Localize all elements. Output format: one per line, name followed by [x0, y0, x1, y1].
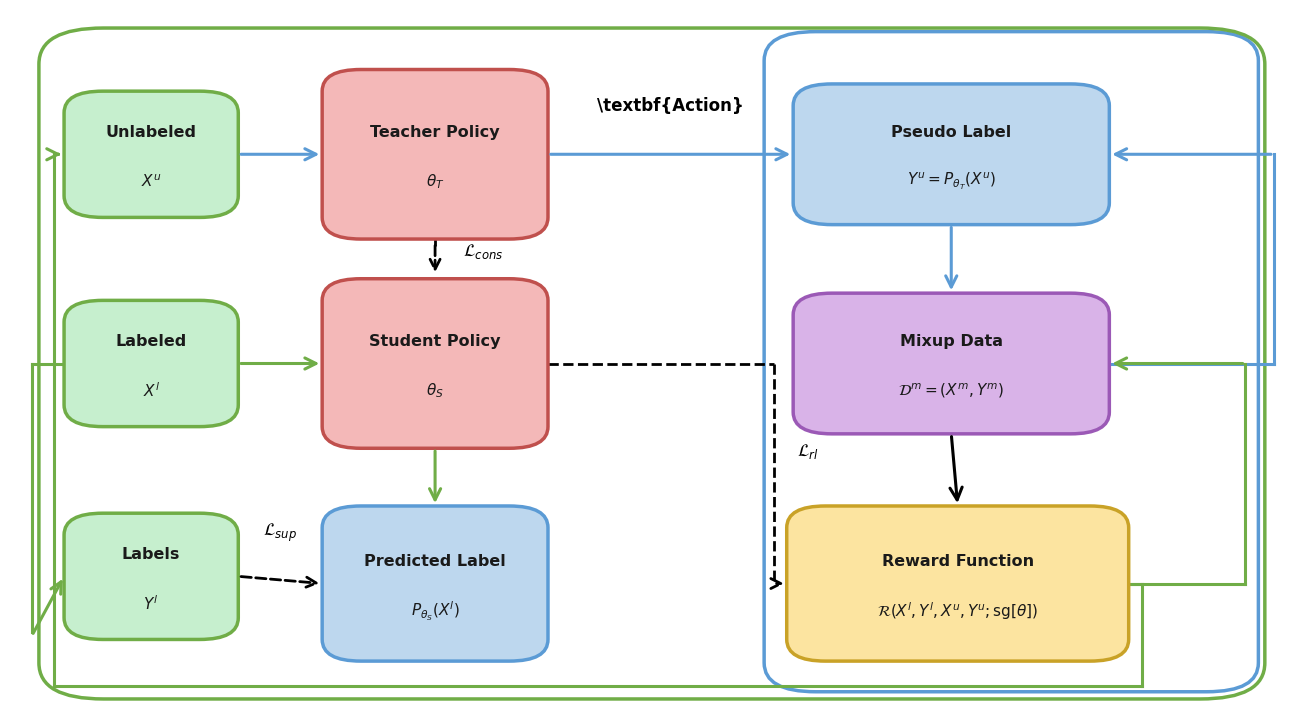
FancyBboxPatch shape [323, 278, 548, 449]
Text: $X^l$: $X^l$ [143, 382, 159, 401]
Text: Unlabeled: Unlabeled [106, 125, 197, 140]
Text: $Y^u = P_{\theta_T}(X^u)$: $Y^u = P_{\theta_T}(X^u)$ [907, 171, 995, 192]
Text: $X^u$: $X^u$ [141, 174, 162, 190]
Text: $\mathcal{R}(X^l, Y^l, X^u, Y^u; \mathrm{sg}[\theta])$: $\mathcal{R}(X^l, Y^l, X^u, Y^u; \mathrm… [877, 600, 1038, 622]
Text: Student Policy: Student Policy [369, 334, 500, 350]
FancyBboxPatch shape [64, 91, 238, 217]
Text: $\mathcal{L}_{cons}$: $\mathcal{L}_{cons}$ [464, 242, 504, 261]
Text: Teacher Policy: Teacher Policy [371, 125, 500, 140]
Text: Labels: Labels [122, 547, 180, 562]
Text: $\mathcal{L}_{sup}$: $\mathcal{L}_{sup}$ [263, 522, 297, 544]
FancyBboxPatch shape [323, 70, 548, 239]
FancyBboxPatch shape [787, 506, 1129, 661]
Text: \textbf{Action}: \textbf{Action} [597, 97, 744, 115]
Text: $\theta_S$: $\theta_S$ [426, 382, 445, 401]
Text: Predicted Label: Predicted Label [364, 555, 505, 569]
Text: $\theta_T$: $\theta_T$ [426, 172, 445, 191]
Text: $\mathcal{L}_{rl}$: $\mathcal{L}_{rl}$ [797, 442, 819, 462]
Text: Labeled: Labeled [115, 334, 187, 350]
FancyBboxPatch shape [793, 84, 1109, 225]
FancyBboxPatch shape [793, 293, 1109, 434]
FancyBboxPatch shape [64, 513, 238, 640]
Text: $Y^l$: $Y^l$ [144, 595, 159, 613]
FancyBboxPatch shape [323, 506, 548, 661]
Text: Reward Function: Reward Function [881, 555, 1034, 569]
Text: Pseudo Label: Pseudo Label [892, 125, 1011, 140]
Text: $P_{\theta_S}(X^l)$: $P_{\theta_S}(X^l)$ [411, 599, 460, 622]
Text: $\mathcal{D}^m = (X^m, Y^m)$: $\mathcal{D}^m = (X^m, Y^m)$ [898, 382, 1004, 401]
Text: Mixup Data: Mixup Data [899, 334, 1003, 350]
FancyBboxPatch shape [64, 300, 238, 427]
